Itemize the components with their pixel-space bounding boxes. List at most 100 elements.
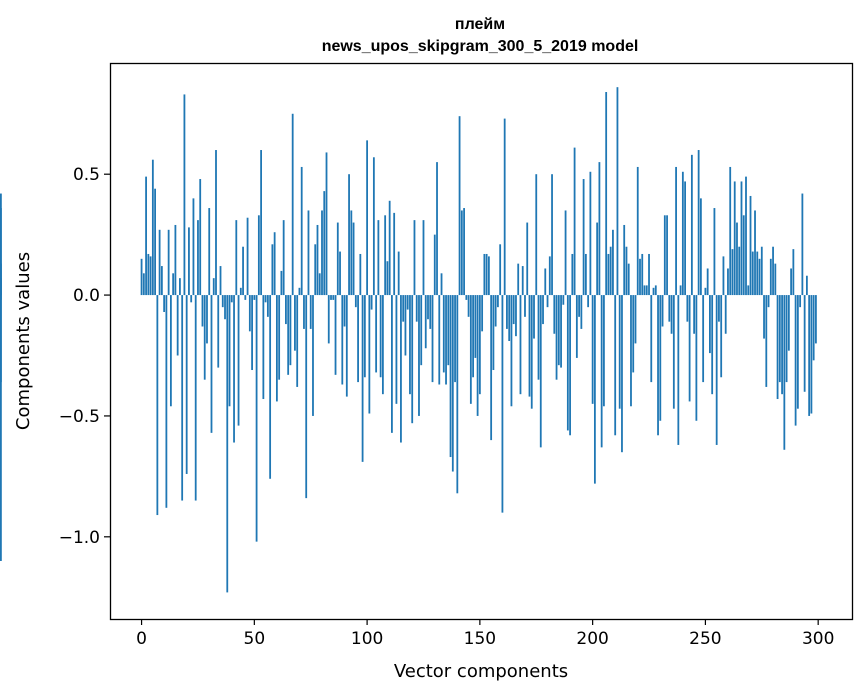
bar <box>593 295 596 484</box>
bar <box>792 249 795 296</box>
bar <box>381 295 384 395</box>
bar <box>589 171 592 296</box>
bar <box>149 256 152 296</box>
bar <box>339 251 341 296</box>
bar <box>652 287 655 296</box>
bar <box>212 278 215 296</box>
bar <box>815 295 817 344</box>
bar <box>194 295 197 501</box>
bar <box>460 210 463 296</box>
bar <box>436 162 438 296</box>
bar <box>805 275 808 296</box>
bar <box>524 295 526 317</box>
bar <box>422 220 425 296</box>
bar <box>375 295 378 373</box>
bar <box>438 295 441 385</box>
bar <box>215 150 217 296</box>
bar <box>636 166 639 296</box>
bar <box>409 295 411 395</box>
bar <box>201 295 204 327</box>
x-tick-label: 150 <box>464 629 496 649</box>
bar <box>598 162 601 296</box>
bar <box>580 295 583 329</box>
bar <box>323 191 326 296</box>
bar <box>397 251 400 296</box>
bar <box>639 258 641 296</box>
bar <box>571 253 574 296</box>
bar <box>616 87 619 296</box>
bar <box>197 220 199 296</box>
bar <box>623 224 626 296</box>
bar <box>553 295 556 334</box>
bar <box>787 295 790 351</box>
bar <box>147 253 150 296</box>
bar <box>244 295 247 300</box>
bar <box>684 181 686 296</box>
bar <box>625 246 628 296</box>
bar <box>487 256 490 296</box>
bar <box>400 295 402 443</box>
bar <box>808 295 811 416</box>
bar <box>562 295 565 305</box>
bar <box>641 253 644 296</box>
bar <box>758 258 761 296</box>
bar <box>668 295 671 322</box>
bar <box>521 266 524 296</box>
bar <box>366 140 368 296</box>
bar <box>406 295 409 310</box>
bar <box>300 166 303 296</box>
bar <box>506 295 508 329</box>
bar <box>738 246 741 296</box>
bar <box>404 295 407 356</box>
bar <box>790 268 792 296</box>
bar <box>688 295 691 402</box>
bar <box>503 118 506 296</box>
bar <box>650 295 653 383</box>
bar <box>221 295 224 308</box>
bar <box>298 287 301 296</box>
bar <box>183 94 186 296</box>
bar <box>429 295 432 329</box>
bar <box>785 295 788 383</box>
bar <box>280 270 283 296</box>
bar <box>727 268 729 296</box>
bar <box>285 295 287 325</box>
bar <box>463 208 465 296</box>
bar <box>336 222 339 296</box>
bar <box>172 273 175 296</box>
bar <box>433 234 436 296</box>
bar <box>391 295 393 433</box>
bar <box>169 295 172 407</box>
bar <box>582 179 585 296</box>
bar <box>763 295 765 339</box>
bar <box>810 295 813 414</box>
bar <box>618 295 621 409</box>
bar <box>361 295 364 462</box>
bar <box>693 295 696 334</box>
bar <box>217 295 220 368</box>
bar <box>517 263 520 296</box>
bar <box>185 295 188 474</box>
bar <box>420 295 423 366</box>
bar <box>774 263 777 296</box>
bar <box>756 251 759 296</box>
bar <box>720 295 723 378</box>
bar <box>368 295 371 414</box>
bar <box>778 295 781 383</box>
bar <box>226 295 229 593</box>
bar <box>702 295 705 383</box>
bar <box>142 273 145 296</box>
x-tick-label: 300 <box>802 629 834 649</box>
bar <box>751 251 754 296</box>
bar <box>269 295 272 479</box>
bar <box>765 295 768 387</box>
bar <box>803 295 806 392</box>
bar <box>499 244 502 296</box>
bar <box>729 166 732 296</box>
bar <box>395 295 398 404</box>
bar <box>314 244 317 296</box>
bar <box>731 249 734 296</box>
bar <box>176 295 179 356</box>
bar <box>343 295 346 327</box>
bar <box>681 171 684 296</box>
